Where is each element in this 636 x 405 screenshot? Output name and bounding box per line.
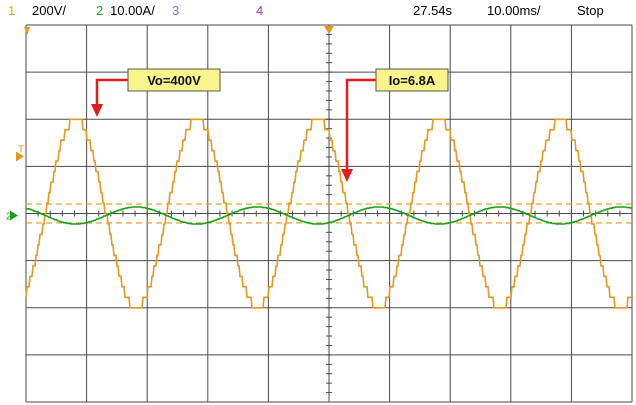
ch2-ground-marker (10, 210, 18, 221)
markers: 2T (6, 26, 334, 223)
ch1-scale: 200V/ (32, 3, 66, 18)
graticule-grid (25, 24, 633, 403)
run-status: Stop (577, 3, 604, 18)
ch2-current-trace (25, 206, 632, 225)
trigger-label: T (18, 145, 24, 156)
vo-callout-label: Vo=400V (147, 73, 201, 88)
traces (25, 118, 632, 309)
ch1-voltage-trace (25, 118, 632, 309)
trigger-position-marker (324, 26, 334, 34)
acquisition-time: 27.54s (413, 3, 453, 18)
ch1-offset-marker (24, 27, 30, 35)
vo-callout-arrow-head (91, 104, 103, 117)
vo-callout-arrow-line (95, 78, 128, 105)
io-callout-arrow-line (345, 78, 376, 170)
ch4-number: 4 (256, 3, 264, 18)
ch2-ground-label: 2 (6, 212, 12, 223)
timebase: 10.00ms/ (487, 3, 541, 18)
io-callout-label: Io=6.8A (389, 73, 436, 88)
callouts: Vo=400V Io=6.8A (91, 68, 449, 182)
scope-header: 1 200V/ 2 10.00A/ 3 4 27.54s 10.00ms/ St… (0, 0, 636, 22)
io-callout-arrow-head (341, 169, 353, 182)
trigger-level-marker (16, 151, 24, 162)
ch3-number: 3 (172, 3, 180, 18)
ch1-number: 1 (8, 3, 16, 18)
ch2-scale: 10.00A/ (110, 3, 155, 18)
ch2-number: 2 (96, 3, 104, 18)
